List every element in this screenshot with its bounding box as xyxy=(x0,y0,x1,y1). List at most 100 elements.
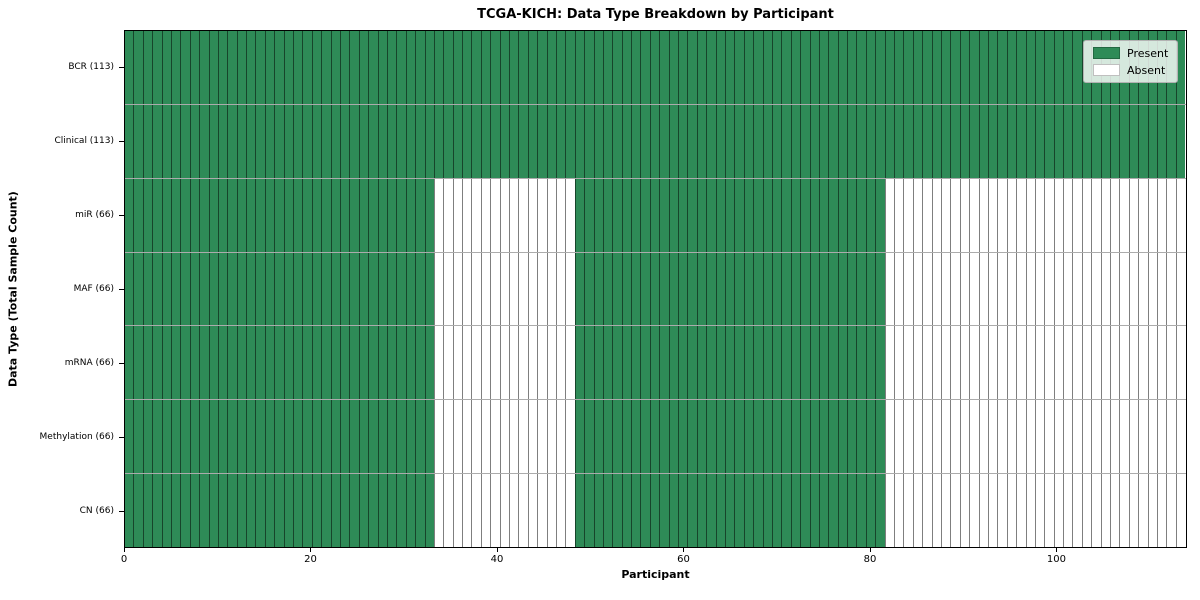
grid-cell xyxy=(1100,400,1111,474)
grid-cell xyxy=(649,326,660,400)
grid-cell xyxy=(725,178,735,252)
grid-cell xyxy=(452,252,463,326)
grid-cell xyxy=(1156,400,1167,474)
grid-cell xyxy=(386,252,397,326)
grid-cell xyxy=(321,252,331,326)
grid-cell xyxy=(1081,252,1092,326)
grid-cell xyxy=(1025,400,1035,474)
grid-cell xyxy=(687,104,697,178)
grid-cell xyxy=(715,252,725,326)
grid-cell xyxy=(771,400,782,474)
grid-cell xyxy=(405,31,416,104)
grid-cell xyxy=(715,474,725,548)
grid-cell xyxy=(555,326,566,400)
grid-cell xyxy=(368,252,378,326)
grid-cell xyxy=(264,326,275,400)
grid-cell xyxy=(227,252,237,326)
grid-cell xyxy=(640,474,650,548)
grid-cell xyxy=(274,326,284,400)
grid-cell xyxy=(743,400,754,474)
grid-cell xyxy=(790,400,801,474)
grid-cell xyxy=(612,31,622,104)
grid-cell xyxy=(293,252,303,326)
grid-cell xyxy=(358,326,369,400)
grid-cell xyxy=(940,400,951,474)
grid-cell xyxy=(311,252,322,326)
grid-cell xyxy=(443,326,453,400)
grid-cell xyxy=(715,104,725,178)
grid-cell xyxy=(1034,474,1045,548)
grid-cell xyxy=(903,31,913,104)
grid-cell xyxy=(602,252,613,326)
grid-cell xyxy=(922,252,932,326)
grid-cell xyxy=(1166,326,1176,400)
grid-cell xyxy=(884,400,895,474)
grid-cell xyxy=(142,178,153,252)
grid-cell xyxy=(706,400,716,474)
grid-cell xyxy=(415,31,425,104)
grid-cell xyxy=(321,178,331,252)
grid-cell xyxy=(649,474,660,548)
grid-cell xyxy=(433,474,444,548)
x-tick-label-60: 60 xyxy=(677,554,690,565)
grid-cell xyxy=(377,31,387,104)
grid-cell xyxy=(1166,104,1176,178)
grid-cell xyxy=(753,104,763,178)
grid-cell xyxy=(368,474,378,548)
grid-cell xyxy=(1016,326,1026,400)
grid-cell xyxy=(837,31,848,104)
grid-cell xyxy=(396,400,406,474)
grid-cell xyxy=(790,326,801,400)
grid-cell xyxy=(377,400,387,474)
grid-cell xyxy=(490,326,500,400)
grid-cell xyxy=(180,178,190,252)
grid-cell xyxy=(509,326,519,400)
grid-cell xyxy=(555,252,566,326)
grid-cell xyxy=(509,400,519,474)
grid-cell xyxy=(518,400,528,474)
grid-cell xyxy=(199,252,209,326)
grid-cell xyxy=(1072,400,1082,474)
grid-cell xyxy=(940,252,951,326)
grid-cell xyxy=(499,31,510,104)
grid-cell xyxy=(142,252,153,326)
grid-cell xyxy=(415,474,425,548)
grid-cell xyxy=(978,400,988,474)
grid-cell xyxy=(208,104,218,178)
grid-cell xyxy=(687,252,697,326)
grid-cell xyxy=(875,474,885,548)
grid-cell xyxy=(668,178,679,252)
grid-cell xyxy=(1119,326,1129,400)
grid-cell xyxy=(1006,400,1017,474)
grid-cell xyxy=(1156,474,1167,548)
grid-cell xyxy=(781,326,791,400)
grid-cell xyxy=(1091,104,1101,178)
grid-cell xyxy=(912,252,923,326)
grid-cell xyxy=(678,326,688,400)
grid-cell xyxy=(997,326,1007,400)
grid-cell xyxy=(518,31,528,104)
grid-cell xyxy=(884,474,895,548)
grid-cell xyxy=(912,474,923,548)
grid-cell xyxy=(865,178,876,252)
legend-item-absent: Absent xyxy=(1093,64,1168,76)
grid-cell xyxy=(574,104,585,178)
grid-cell xyxy=(659,400,669,474)
grid-cell xyxy=(978,474,988,548)
grid-cell xyxy=(358,400,369,474)
grid-cell xyxy=(1138,178,1148,252)
grid-cell xyxy=(368,31,378,104)
grid-cell xyxy=(612,326,622,400)
grid-cell xyxy=(321,400,331,474)
grid-cell xyxy=(837,178,848,252)
grid-cell xyxy=(800,474,810,548)
grid-cell xyxy=(208,400,218,474)
grid-cell xyxy=(734,31,744,104)
grid-cell xyxy=(490,252,500,326)
grid-cell xyxy=(574,178,585,252)
grid-cell xyxy=(1166,400,1176,474)
grid-cell xyxy=(781,474,791,548)
grid-cell xyxy=(415,252,425,326)
grid-cell xyxy=(584,252,594,326)
grid-cell xyxy=(696,252,707,326)
